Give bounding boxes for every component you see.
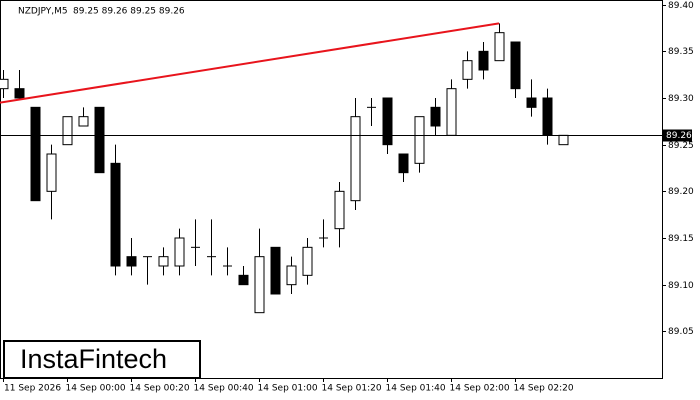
candle-body xyxy=(382,97,393,146)
candle xyxy=(78,107,89,127)
candle xyxy=(238,266,249,286)
x-tick-label: 11 Sep 2026 xyxy=(4,384,61,394)
x-tick-label: 14 Sep 00:20 xyxy=(130,384,190,394)
y-tick-label: 89.30 xyxy=(668,94,694,104)
candles xyxy=(0,23,569,314)
ohlc-text: 89.25 89.26 89.25 89.26 xyxy=(73,7,185,17)
candle xyxy=(110,144,121,276)
candle xyxy=(558,134,569,146)
candle-body xyxy=(254,256,265,314)
candle xyxy=(414,116,425,173)
candle-body xyxy=(462,60,473,80)
watermark: InstaFintech xyxy=(20,344,167,374)
candle xyxy=(510,41,521,98)
x-tick-label: 14 Sep 02:00 xyxy=(450,384,510,394)
y-tick-label: 89.20 xyxy=(668,187,694,197)
candle xyxy=(14,70,25,99)
candle xyxy=(191,219,200,266)
candle xyxy=(334,182,345,248)
candle xyxy=(254,228,265,314)
y-tick-label: 89.40 xyxy=(668,1,694,11)
candle xyxy=(158,247,169,276)
candle-body xyxy=(62,116,73,146)
y-tick-label: 89.35 xyxy=(668,47,694,57)
candle xyxy=(302,238,313,285)
candle-body xyxy=(94,106,105,174)
candle xyxy=(62,116,73,146)
candle xyxy=(126,238,137,276)
candle xyxy=(223,247,232,276)
x-tick-label: 14 Sep 00:00 xyxy=(66,384,126,394)
candle xyxy=(207,219,216,276)
candle xyxy=(0,70,9,98)
y-tick-label: 89.25 xyxy=(668,141,694,151)
candle-body xyxy=(286,265,297,286)
candle-body xyxy=(174,237,185,267)
current-price-label: 89.26 xyxy=(666,131,692,141)
candle xyxy=(462,51,473,89)
candle xyxy=(494,23,505,62)
candle-body xyxy=(350,116,361,202)
candle-body xyxy=(558,134,569,146)
candle-body xyxy=(494,32,505,62)
candle-body xyxy=(510,41,521,90)
candle xyxy=(367,98,376,126)
candle xyxy=(526,79,537,117)
candle xyxy=(94,106,105,174)
candle-body xyxy=(78,116,89,127)
watermark-box xyxy=(3,340,201,379)
candle-body xyxy=(0,78,9,90)
candle xyxy=(319,219,328,248)
y-tick-label: 89.10 xyxy=(668,281,694,291)
candle-body xyxy=(334,190,345,230)
candle-body xyxy=(46,153,57,192)
candle xyxy=(398,153,409,182)
candle xyxy=(143,256,152,285)
candle xyxy=(270,246,281,295)
y-tick-label: 89.05 xyxy=(668,327,694,337)
x-tick-label: 14 Sep 01:40 xyxy=(386,384,446,394)
candle-body xyxy=(30,106,41,202)
candle xyxy=(382,97,393,154)
x-tick-label: 14 Sep 01:20 xyxy=(322,384,382,394)
candle-body xyxy=(238,274,249,286)
candle-body xyxy=(446,88,457,136)
candle-body xyxy=(302,246,313,276)
candle xyxy=(478,42,489,80)
candle xyxy=(30,106,41,202)
trendline xyxy=(0,22,500,104)
candle-body xyxy=(478,50,489,71)
chart-title: NZDJPY,M5 xyxy=(18,7,68,17)
x-tick-label: 14 Sep 02:20 xyxy=(514,384,574,394)
candle-body xyxy=(14,88,25,99)
candle xyxy=(174,228,185,276)
candle-body xyxy=(526,97,537,108)
candle-body xyxy=(414,116,425,164)
candle xyxy=(286,256,297,294)
candle-body xyxy=(158,256,169,267)
current-price-box xyxy=(662,129,692,142)
plot-frame xyxy=(0,0,663,379)
candle-body xyxy=(270,246,281,295)
y-tick-label: 89.15 xyxy=(668,234,694,244)
candle-body xyxy=(126,256,137,267)
x-tick-label: 14 Sep 01:00 xyxy=(258,384,318,394)
candle xyxy=(430,98,441,136)
candle-body xyxy=(398,153,409,174)
x-tick-label: 14 Sep 00:40 xyxy=(194,384,254,394)
candle-body xyxy=(430,106,441,127)
candle xyxy=(350,98,361,210)
candle-body xyxy=(542,97,553,136)
candle-body xyxy=(110,162,121,267)
candle xyxy=(46,144,57,220)
